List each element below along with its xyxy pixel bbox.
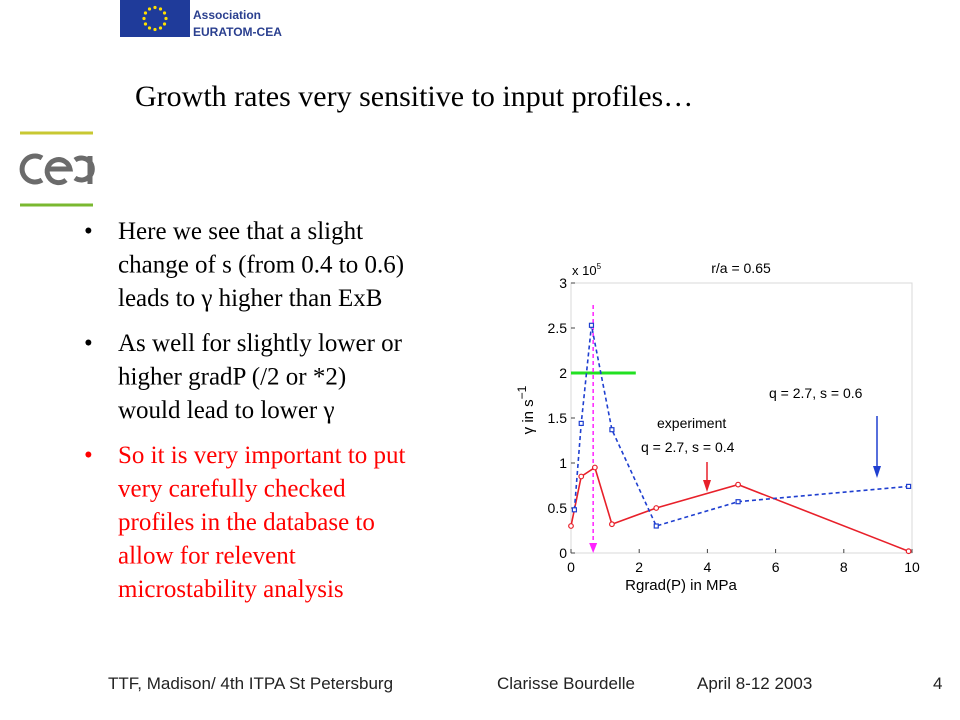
y-tick-label: 0	[559, 545, 567, 561]
bullet-line: change of s (from 0.4 to 0.6)	[118, 252, 404, 279]
y-tick-label: 2.5	[548, 320, 568, 336]
point	[735, 499, 741, 505]
bullet-line: allow for relevent	[118, 543, 296, 570]
point	[568, 523, 574, 529]
arrows	[703, 416, 881, 492]
bullet-dot: •	[84, 442, 93, 469]
bullet-dot: •	[84, 218, 93, 245]
star	[162, 22, 167, 26]
y-tick-label: 0.5	[548, 500, 568, 516]
footer-author: Clarisse Bourdelle	[497, 674, 635, 693]
point	[905, 483, 912, 489]
org-line: Association	[193, 8, 261, 22]
bullet-line: So it is very important to put	[118, 442, 406, 469]
star	[147, 7, 152, 11]
star	[142, 16, 146, 21]
point	[609, 521, 615, 528]
star	[158, 7, 163, 11]
org-line: EURATOM-CEA	[193, 25, 282, 39]
point	[571, 507, 578, 513]
bullet-line: profiles in the database to	[118, 509, 375, 536]
series-label: q = 2.7, s = 0.4	[641, 439, 735, 455]
slide-title: Growth rates very sensitive to input pro…	[135, 80, 693, 113]
multiplier-exponent: 5	[597, 262, 602, 271]
x-tick-label: 0	[567, 559, 575, 575]
point	[609, 427, 615, 433]
star	[153, 27, 157, 32]
eu-flag	[120, 0, 190, 37]
point	[905, 548, 912, 555]
figure	[520, 255, 940, 600]
chart: 0 0.5 1 1.5 2 2.5 3 0 2 4 6 8 10	[548, 275, 920, 575]
point	[578, 473, 585, 480]
bullet-list: • Here we see that a slight change of s (f…	[84, 218, 406, 603]
bullet-line: leads to γ higher than ExB	[118, 285, 382, 312]
y-tick-label: 3	[559, 275, 567, 291]
page-number: 4	[933, 674, 942, 693]
point	[591, 464, 598, 471]
y-label-base: γ in s	[520, 399, 537, 434]
star	[158, 26, 163, 30]
point	[735, 481, 741, 488]
x-tick-label: 4	[704, 559, 712, 575]
bullet-line: microstability analysis	[118, 576, 344, 603]
x-tick-label: 2	[635, 559, 643, 575]
chart-title: r/a = 0.65	[711, 260, 771, 276]
point	[653, 505, 660, 511]
cea-logo	[19, 131, 95, 207]
flag-stars	[142, 5, 168, 32]
multiplier: x 105	[572, 262, 602, 278]
point	[588, 322, 595, 328]
x-tick-label: 8	[840, 559, 848, 575]
star	[162, 11, 167, 15]
bullet-line: As well for slightly lower or	[118, 330, 403, 357]
y-tick-label: 1.5	[548, 410, 568, 426]
bullet-line: would lead to lower γ	[118, 397, 335, 424]
star	[147, 26, 152, 30]
series-label: q = 2.7, s = 0.6	[769, 385, 863, 401]
x-tick-label: 10	[904, 559, 920, 575]
footer-date: April 8-12 2003	[697, 674, 812, 693]
y-label-exponent: −1	[515, 385, 529, 399]
bullet-line: higher gradP (/2 or *2)	[118, 364, 346, 391]
reference-arrow	[589, 543, 598, 553]
star	[143, 11, 148, 15]
y-tick-label: 2	[559, 365, 567, 381]
point	[578, 420, 584, 426]
star	[164, 16, 168, 21]
x-axis-label: Rgrad(P) in MPa	[625, 577, 737, 594]
x-tick-label: 6	[772, 559, 780, 575]
point	[653, 523, 659, 529]
bullet-line: very carefully checked	[118, 476, 346, 503]
y-tick-label: 1	[559, 455, 567, 471]
y-axis-label: γ in s−1	[515, 385, 537, 434]
star	[143, 22, 148, 26]
bullet-dot: •	[84, 330, 93, 357]
bullet-line: Here we see that a slight	[118, 218, 363, 245]
footer-text: TTF, Madison/ 4th ITPA St Petersburg	[108, 674, 393, 693]
star	[153, 5, 157, 10]
multiplier-base: x 10	[572, 263, 597, 278]
annotation: experiment	[657, 415, 726, 431]
